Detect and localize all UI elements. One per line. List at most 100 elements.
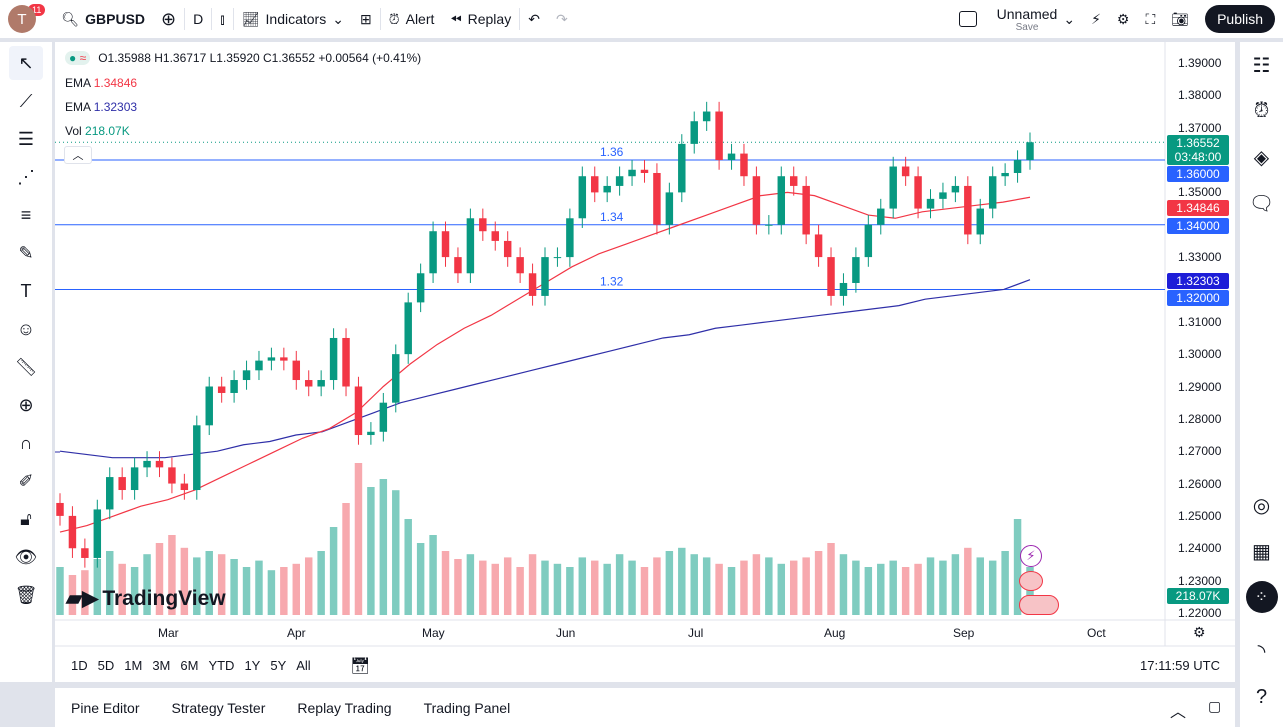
- volume-bar: [889, 560, 897, 615]
- tab-pine-editor[interactable]: Pine Editor: [71, 699, 140, 716]
- maximize-icon[interactable]: ▢: [1208, 698, 1222, 714]
- clock[interactable]: 17:11:59 UTC: [1140, 658, 1220, 673]
- collapse-legend-button[interactable]: ︿: [64, 146, 92, 164]
- volume-bar: [255, 560, 263, 615]
- lock-drawing-icon[interactable]: ✐: [18, 470, 34, 491]
- candle-body: [926, 198, 935, 209]
- eye-icon[interactable]: 👁︎: [14, 546, 38, 567]
- range-1m[interactable]: 1M: [124, 658, 143, 673]
- vol-legend[interactable]: Vol 218.07K: [65, 124, 130, 138]
- candle-body: [267, 357, 276, 361]
- chart-type-button[interactable]: ⫾: [212, 0, 232, 38]
- horizontal-lines-icon[interactable]: ☰: [17, 128, 35, 149]
- settings-button[interactable]: ⚙︎: [1109, 0, 1138, 38]
- ema2-legend[interactable]: EMA 1.32303: [65, 100, 138, 114]
- level-label: 1.36: [600, 145, 624, 159]
- ema1-legend[interactable]: EMA 1.34846: [65, 76, 138, 90]
- text-icon[interactable]: T: [20, 280, 32, 301]
- pattern-icon[interactable]: ⋰: [17, 166, 35, 187]
- volume-bar: [591, 560, 599, 615]
- range-5d[interactable]: 5D: [97, 658, 115, 673]
- quick-search-button[interactable]: ⚡︎: [1083, 0, 1109, 38]
- trend-line-icon[interactable]: ⟋: [19, 90, 33, 111]
- level-tag: 1.34000: [1167, 218, 1229, 234]
- interval-button[interactable]: D: [193, 11, 204, 27]
- range-1y[interactable]: 1Y: [244, 658, 261, 673]
- volume-bar: [441, 551, 450, 615]
- candle-body: [802, 185, 810, 235]
- fullscreen-button[interactable]: ⛶: [1137, 0, 1163, 38]
- apps-icon[interactable]: ⁘: [1240, 574, 1283, 620]
- axis-settings-icon[interactable]: ⚙︎: [1193, 624, 1206, 640]
- ruler-icon[interactable]: 📏︎: [14, 356, 38, 377]
- cursor-icon[interactable]: ↖: [9, 46, 43, 80]
- candle-body: [727, 153, 736, 161]
- avatar[interactable]: T 11: [0, 0, 53, 38]
- brush-icon[interactable]: ✎: [18, 242, 34, 263]
- templates-button[interactable]: ⊞: [352, 0, 380, 38]
- trash-icon[interactable]: 🗑︎: [14, 584, 38, 605]
- candle-body: [690, 121, 698, 144]
- us-event-icons[interactable]: [1019, 595, 1059, 615]
- candle-body: [280, 357, 288, 361]
- candle-body: [976, 208, 984, 235]
- candle-body: [591, 176, 599, 193]
- layout-button[interactable]: Unnamed Save ⌄: [951, 0, 1083, 38]
- emoji-icon[interactable]: ☺: [16, 318, 36, 339]
- compare-button[interactable]: ⊕: [153, 0, 184, 38]
- volume-bar: [839, 554, 848, 615]
- candle-body: [329, 337, 338, 381]
- range-all[interactable]: All: [296, 658, 311, 673]
- event-lightning-icon[interactable]: ⚡︎: [1020, 545, 1042, 567]
- month-tick: Jul: [688, 626, 704, 640]
- alerts-clock-icon[interactable]: ⏰︎: [1253, 99, 1270, 122]
- calendar-icon[interactable]: ▦: [1252, 540, 1271, 563]
- volume-bar: [280, 567, 288, 615]
- range-1d[interactable]: 1D: [71, 658, 88, 673]
- fib-icon[interactable]: ≡: [20, 204, 32, 225]
- calendar-icon[interactable]: 📅︎: [350, 658, 371, 675]
- range-3m[interactable]: 3M: [152, 658, 171, 673]
- candle-body: [653, 172, 661, 225]
- alert-button[interactable]: ⏰︎ Alert: [388, 10, 435, 28]
- publish-button[interactable]: Publish: [1205, 5, 1275, 33]
- tab-trading-panel[interactable]: Trading Panel: [423, 699, 511, 716]
- chevron-down-icon: ⌄: [1063, 10, 1076, 27]
- tradingview-logo[interactable]: ▰▶ TradingView: [66, 586, 226, 611]
- snapshot-button[interactable]: 📷︎: [1163, 0, 1197, 38]
- candle-body: [765, 224, 773, 226]
- candle-body: [367, 431, 375, 436]
- chevron-up-icon[interactable]: ︿: [1170, 704, 1187, 721]
- range-selector: 1D 5D 1M 3M 6M YTD 1Y 5Y All: [71, 658, 321, 673]
- lock-icon[interactable]: 🔓︎: [20, 508, 32, 529]
- help-icon[interactable]: ?: [1255, 685, 1268, 708]
- indicators-button[interactable]: 📈︎ Indicators ⌄: [241, 10, 344, 28]
- undo-button[interactable]: ↶: [520, 0, 548, 38]
- watchlist-icon[interactable]: ☷: [1252, 54, 1271, 77]
- signal-icon[interactable]: ◝: [1257, 640, 1266, 663]
- tab-replay-trading[interactable]: Replay Trading: [297, 699, 392, 716]
- volume-bar: [1013, 519, 1022, 615]
- range-6m[interactable]: 6M: [180, 658, 199, 673]
- magnet-icon[interactable]: ∩: [19, 432, 33, 453]
- volume-bar: [392, 490, 400, 615]
- zoom-in-icon[interactable]: ⊕: [18, 394, 34, 415]
- target-icon[interactable]: ◎: [1252, 494, 1271, 517]
- candle-body: [628, 169, 636, 177]
- month-tick: Jun: [556, 626, 576, 640]
- tab-strategy-tester[interactable]: Strategy Tester: [171, 699, 266, 716]
- redo-button[interactable]: ↷: [548, 0, 576, 38]
- chat-icon[interactable]: 🗨︎: [1248, 192, 1275, 215]
- replay-button[interactable]: ⏪︎ Replay: [450, 10, 512, 28]
- range-ytd[interactable]: YTD: [208, 658, 235, 673]
- candle-body: [503, 240, 512, 258]
- candle-body: [180, 483, 189, 491]
- candle-body: [466, 218, 475, 274]
- volume-bar: [354, 463, 363, 615]
- range-5y[interactable]: 5Y: [270, 658, 287, 673]
- uk-event-icon[interactable]: [1019, 571, 1043, 591]
- symbol-search[interactable]: 🔍︎ GBPUSD: [61, 10, 146, 28]
- layers-icon[interactable]: ◈: [1253, 146, 1270, 169]
- candle-body: [429, 231, 437, 274]
